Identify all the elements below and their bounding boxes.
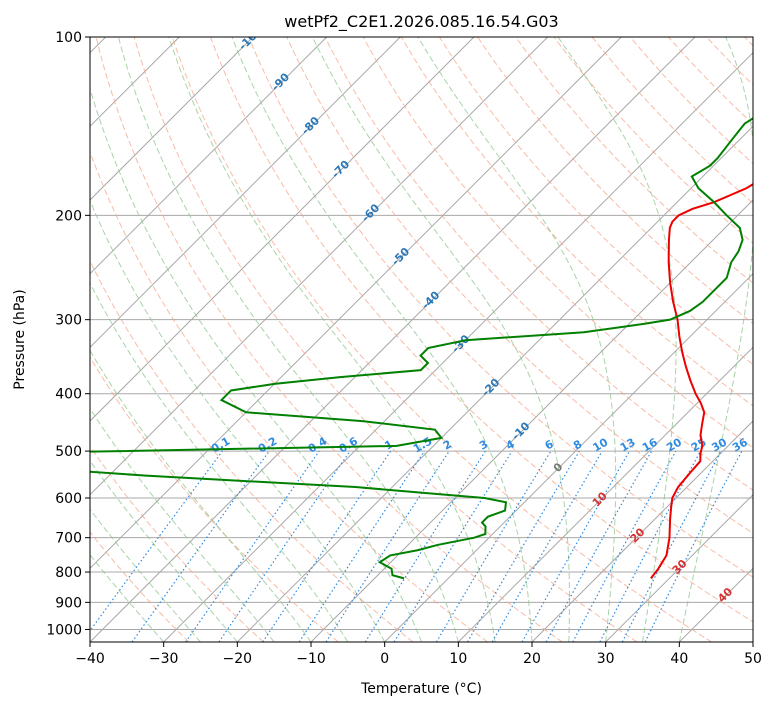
dry-adiabat (210, 37, 753, 623)
x-tick-label: 40 (670, 651, 688, 667)
y-tick-label: 400 (55, 387, 82, 403)
y-tick-label: 300 (55, 313, 82, 329)
isotherm-line (457, 346, 753, 642)
isotherm-line (90, 37, 254, 201)
mixing-ratio-line (545, 450, 653, 642)
moist-adiabat (90, 86, 422, 642)
dry-adiabat (90, 259, 414, 642)
y-tick-label: 800 (55, 565, 82, 581)
y-tick-label: 200 (55, 208, 82, 224)
isotherm-line (90, 37, 696, 642)
moist-adiabat (557, 37, 677, 642)
dewpoint-profile (90, 117, 753, 580)
isotherm-line (90, 37, 328, 275)
isotherm-line (236, 125, 753, 642)
dry-adiabat (439, 37, 753, 366)
mixing-ratio-line (521, 450, 631, 642)
plot-frame (89, 36, 754, 643)
mixing-ratio-line (644, 450, 743, 642)
dry-adiabat (90, 531, 190, 642)
y-tick-label: 700 (55, 531, 82, 547)
isotherm-line (90, 37, 475, 422)
x-tick-label: 30 (597, 651, 615, 667)
moist-adiabat (168, 37, 496, 642)
mixing-ratio-line (393, 450, 513, 642)
mixing-ratio-line (185, 450, 320, 642)
moist-adiabat (117, 37, 459, 642)
moist-adiabat (231, 37, 533, 642)
dry-adiabat (95, 37, 563, 642)
mixing-ratio-line (262, 450, 392, 642)
y-tick-label: 1000 (46, 622, 82, 638)
chart-title: wetPf2_C2E1.2026.085.16.54.G03 (284, 12, 558, 32)
x-tick-label: −20 (223, 651, 253, 667)
x-axis-label: Temperature (°C) (360, 681, 482, 697)
dry-adiabat (400, 37, 753, 407)
mixing-ratio-line (218, 450, 351, 642)
moist-adiabat (90, 349, 312, 642)
moist-adiabat (90, 407, 275, 642)
moist-adiabat (678, 37, 753, 642)
moist-adiabat (90, 282, 349, 642)
dry-adiabat (248, 37, 753, 578)
y-axis-label: Pressure (hPa) (12, 289, 28, 389)
x-tick-label: 10 (449, 651, 467, 667)
mixing-ratio-line (298, 450, 425, 642)
dry-adiabat (90, 445, 264, 642)
x-tick-label: 50 (744, 651, 762, 667)
isotherm-line (90, 37, 549, 496)
y-tick-label: 600 (55, 491, 82, 507)
isotherm-line (90, 37, 401, 349)
dry-adiabat (90, 356, 339, 642)
moist-adiabat (90, 199, 386, 642)
dry-adiabat (171, 37, 712, 642)
mixing-ratio-line (572, 450, 677, 642)
y-tick-label: 900 (55, 595, 82, 611)
moist-adiabat (417, 37, 617, 642)
temperature-profile (650, 182, 753, 579)
x-tick-label: −40 (75, 651, 105, 667)
moist-adiabat (90, 508, 201, 642)
x-tick-label: 0 (380, 651, 389, 667)
x-tick-label: 20 (523, 651, 541, 667)
x-tick-label: −30 (149, 651, 179, 667)
profiles (90, 117, 753, 580)
y-axis: 100 200 300 400 500 600 700 800 900 1000 (46, 30, 90, 638)
mixing-ratio-line (325, 450, 450, 642)
x-tick-label: −10 (296, 651, 326, 667)
moist-adiabat (90, 460, 238, 642)
mixing-ratio-line (90, 450, 223, 632)
isotherm-line (531, 420, 753, 642)
mixing-ratio-line (131, 450, 270, 642)
dry-adiabat (133, 37, 638, 642)
y-tick-label: 500 (55, 444, 82, 460)
moist-adiabat (90, 554, 165, 642)
x-axis: −40 −30 −20 −10 0 10 20 30 40 50 (75, 642, 762, 667)
dry-adiabat (515, 37, 753, 284)
isotherm-line (384, 272, 753, 642)
dry-adiabat (90, 150, 488, 642)
plot-grid (90, 37, 753, 642)
moist-adiabat (312, 37, 570, 642)
isotherm-line (90, 37, 622, 570)
y-tick-label: 100 (55, 30, 82, 46)
dry-adiabat (286, 37, 753, 534)
isotherm-line (605, 493, 753, 642)
